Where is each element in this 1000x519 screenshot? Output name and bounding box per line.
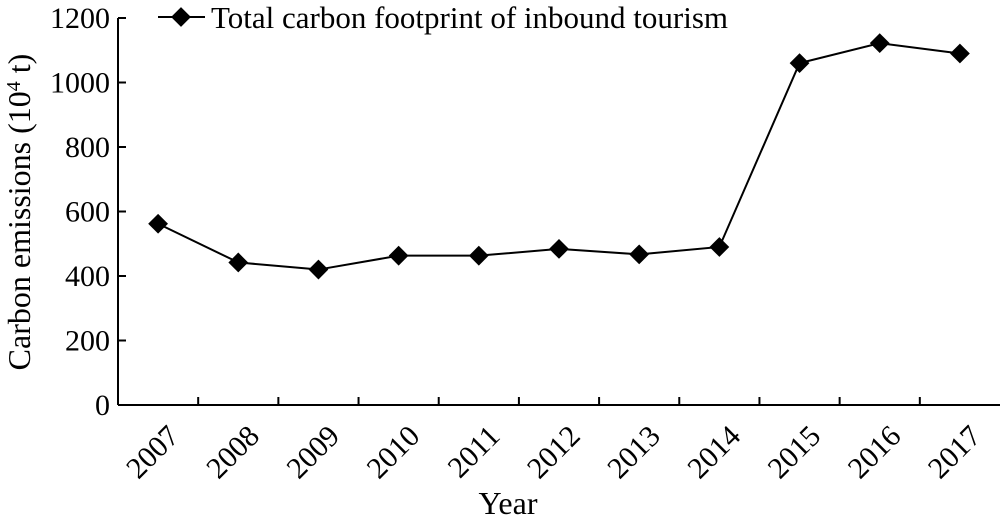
y-tick-label: 0 (95, 389, 110, 422)
y-tick-label: 200 (65, 325, 110, 358)
plot-area (148, 33, 970, 280)
x-tick-label: 2017 (922, 419, 988, 485)
x-tick-label: 2007 (120, 419, 186, 485)
x-tick-label: 2011 (441, 419, 506, 484)
x-tick-label: 2015 (761, 419, 827, 485)
x-tick-label: 2013 (601, 419, 667, 485)
data-point-2010 (388, 245, 409, 266)
x-tick-label: 2008 (200, 419, 266, 485)
y-ticks: 0 200 400 600 800 1000 1200 (50, 2, 126, 422)
legend: Total carbon footprint of inbound touris… (158, 0, 728, 35)
x-axis-title: Year (479, 485, 538, 519)
y-tick-label: 1200 (50, 2, 110, 35)
axes (117, 18, 1000, 406)
y-tick-label: 1000 (50, 67, 110, 100)
legend-marker-diamond (171, 7, 191, 27)
data-point-2011 (468, 245, 489, 266)
data-point-2008 (228, 252, 249, 273)
data-point-2014 (709, 237, 730, 257)
data-point-2017 (950, 43, 970, 64)
x-tick-label: 2010 (361, 419, 427, 485)
y-axis-title: Carbon emissions (104 t) (1, 54, 37, 371)
y-tick-label: 400 (65, 260, 110, 293)
x-tick-label: 2012 (521, 419, 587, 485)
y-tick-label: 800 (65, 131, 110, 164)
data-point-2009 (308, 259, 329, 280)
data-point-2012 (549, 239, 569, 259)
x-tick-label: 2009 (280, 419, 346, 485)
y-tick-label: 600 (65, 196, 110, 229)
data-point-2013 (629, 244, 650, 265)
data-point-2015 (789, 53, 810, 74)
data-point-2016 (869, 33, 890, 54)
data-point-2007 (148, 213, 168, 234)
x-tick-label: 2014 (681, 419, 747, 485)
series-line (157, 42, 961, 271)
legend-label: Total carbon footprint of inbound touris… (211, 0, 728, 35)
x-tick-label: 2016 (842, 419, 908, 485)
x-ticks: 2007 2008 2009 2010 2011 2012 2013 2014 2015 2016… (120, 397, 988, 485)
